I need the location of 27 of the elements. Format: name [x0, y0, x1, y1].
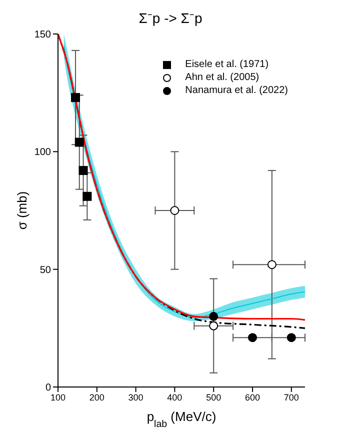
y-tick-label: 100 — [34, 147, 52, 158]
legend-label: Eisele et al. (1971) — [185, 58, 269, 71]
point — [71, 93, 80, 102]
y-tick-label: 0 — [45, 382, 52, 394]
y-tick-label: 50 — [40, 264, 52, 276]
point — [286, 333, 296, 342]
legend-label: Nanamura et al. (2022) — [185, 84, 288, 97]
x-tick-label: 500 — [206, 392, 222, 402]
x-tick-label: 200 — [89, 392, 104, 402]
y-tick-label: 150 — [34, 30, 52, 41]
x-axis-title: p$_{lab}$ (MeV/c) — [146, 409, 216, 430]
chart-title: Σ⁻p -> Σ⁻p — [138, 9, 204, 26]
x-tick-label: 600 — [244, 392, 260, 402]
point — [78, 166, 88, 175]
point — [248, 333, 257, 342]
legend-label: Ahn et al. (2005) — [185, 71, 260, 84]
y-axis-title: σ (mb) — [14, 191, 30, 230]
point — [82, 192, 92, 201]
x-tick-label: 100 — [50, 392, 66, 402]
x-tick-label: 300 — [128, 392, 144, 402]
x-tick-label: 400 — [167, 392, 182, 402]
x-tick-label: 700 — [284, 392, 299, 402]
point — [209, 321, 218, 330]
point — [170, 206, 180, 215]
point — [267, 260, 276, 270]
point — [209, 312, 218, 321]
point — [74, 138, 84, 147]
